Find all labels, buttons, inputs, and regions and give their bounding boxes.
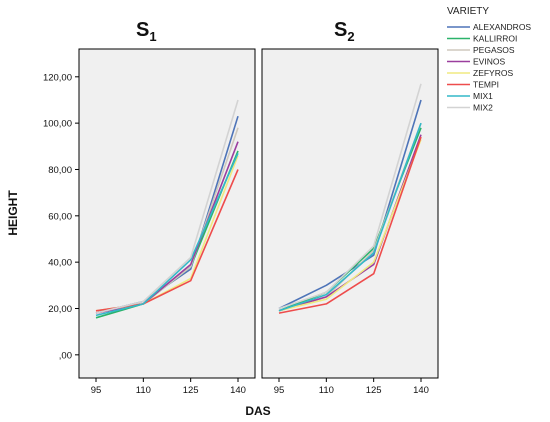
legend-label-evinos: EVINOS (473, 57, 505, 67)
legend-label-alexandros: ALEXANDROS (473, 22, 531, 32)
legend-label-pegasos: PEGASOS (473, 45, 515, 55)
panel-s2-plot-area (261, 48, 439, 379)
x-tick-label: 95 (91, 385, 102, 396)
legend-title: VARIETY (447, 6, 489, 17)
legend-label-kallirroi: KALLIRROI (473, 34, 517, 44)
panel-s2-title-main: S (334, 19, 347, 41)
y-axis-title: HEIGHT (6, 190, 20, 236)
x-tick-label: 125 (183, 385, 199, 396)
x-axis-title: DAS (245, 404, 270, 418)
series-line-evinos-panel-1 (95, 141, 239, 314)
y-axis-ticks: ,00 20,00 40,00 60,00 80,00 100,00 120,00 (43, 72, 79, 361)
series-layer (95, 83, 422, 319)
y-tick-label: ,00 (59, 350, 72, 361)
series-line-zefyros-panel-2 (278, 139, 422, 312)
series-line-tempi-panel-2 (278, 136, 422, 314)
series-line-mix1-panel-2 (278, 122, 422, 312)
x-axis-ticks: 95 110 125 140 95 110 125 140 (91, 378, 429, 396)
y-tick-label: 80,00 (48, 165, 72, 176)
series-line-mix2-panel-1 (95, 99, 239, 314)
legend-label-mix2: MIX2 (473, 103, 493, 113)
legend-label-mix1: MIX1 (473, 91, 493, 101)
y-tick-label: 20,00 (48, 304, 72, 315)
x-tick-label: 125 (366, 385, 382, 396)
x-tick-label: 110 (136, 385, 151, 396)
y-tick-label: 100,00 (43, 119, 72, 130)
y-tick-label: 40,00 (48, 258, 72, 269)
panel-s1-title: S1 (136, 19, 157, 44)
panel-s2-title: S2 (334, 19, 355, 44)
panel-s1-title-main: S (136, 19, 149, 41)
legend-label-tempi: TEMPI (473, 80, 499, 90)
x-tick-label: 140 (230, 385, 246, 396)
series-line-mix1-panel-1 (95, 152, 239, 317)
x-tick-label: 140 (413, 385, 429, 396)
panel-s2-title-subscript: 2 (347, 29, 354, 44)
series-line-mix2-panel-2 (278, 83, 422, 310)
x-tick-label: 110 (319, 385, 334, 396)
y-tick-label: 120,00 (43, 72, 72, 83)
panel-s1-title-subscript: 1 (149, 29, 156, 44)
y-tick-label: 60,00 (48, 211, 72, 222)
panel-s1-plot-area (78, 48, 256, 379)
x-tick-label: 95 (274, 385, 285, 396)
legend-label-zefyros: ZEFYROS (473, 68, 513, 78)
